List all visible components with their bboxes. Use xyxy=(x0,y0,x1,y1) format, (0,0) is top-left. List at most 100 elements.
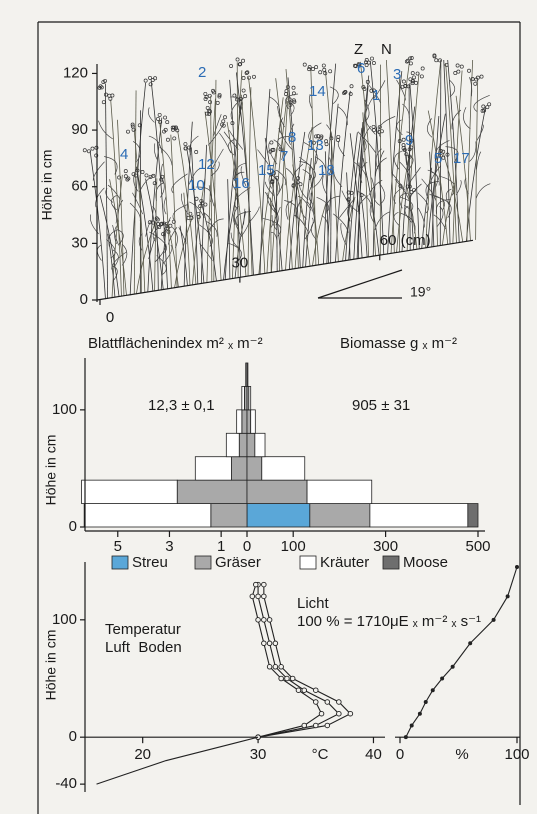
plant-flower xyxy=(195,197,198,200)
plant-flower xyxy=(412,76,415,79)
plant-stem xyxy=(228,179,230,279)
lai-bar xyxy=(231,457,247,480)
plant-flower xyxy=(102,101,105,104)
x-tick-label: 60 (cm) xyxy=(380,232,431,249)
species-number: 10 xyxy=(188,177,205,194)
plant-flower xyxy=(208,109,211,112)
lai-bar xyxy=(211,504,247,527)
plant-flower xyxy=(166,120,169,123)
y-axis-label: Höhe in cm xyxy=(39,150,55,221)
species-number: 5 xyxy=(434,150,442,167)
legend-label: Gräser xyxy=(215,554,261,571)
plant-flower xyxy=(315,65,318,68)
light-line-point xyxy=(506,594,510,598)
lai-total: 12,3 ± 0,1 xyxy=(148,397,215,414)
light-line-point xyxy=(440,677,444,681)
species-number: 14 xyxy=(309,83,326,100)
plant-stem xyxy=(331,140,332,263)
air-soil-label: Luft Boden xyxy=(105,639,182,656)
light-line-point xyxy=(424,700,428,704)
legend-swatch xyxy=(112,556,128,569)
plant-flower xyxy=(252,75,255,78)
legend-label: Streu xyxy=(132,554,168,571)
y-tick-label: 0 xyxy=(69,728,77,745)
y-tick-label: 120 xyxy=(63,64,88,81)
x-unit: °C xyxy=(312,746,329,763)
lai-x-tick-label: 3 xyxy=(165,538,173,555)
air-temperature-line-point xyxy=(262,594,267,599)
species-number: 3 xyxy=(393,66,401,83)
biomass-bar xyxy=(247,363,248,386)
plant-stem xyxy=(237,62,238,278)
plant-flower xyxy=(421,67,424,70)
air-temperature-line-point xyxy=(250,594,255,599)
plant-flower xyxy=(126,130,129,133)
x-tick-label: 300 xyxy=(373,538,398,555)
species-number: 2 xyxy=(198,64,206,81)
plant-leaf xyxy=(326,196,340,214)
plant-flower xyxy=(104,93,107,96)
species-number: 7 xyxy=(280,148,288,165)
air-temperature-line-point xyxy=(285,676,290,681)
plant-leaf xyxy=(338,107,347,125)
plant-stem xyxy=(211,96,212,282)
species-number: 8 xyxy=(288,129,296,146)
plant-stem xyxy=(427,114,445,248)
plant-stem xyxy=(276,78,293,269)
plant-leaf xyxy=(463,107,470,129)
plant-flower xyxy=(153,182,156,185)
plant-flower xyxy=(216,101,219,104)
plant-stem xyxy=(347,172,350,260)
plant-flower xyxy=(124,170,127,173)
plant-flower xyxy=(482,105,485,108)
plant-flower xyxy=(145,174,148,177)
plant-flower xyxy=(138,124,141,127)
plant-flower xyxy=(184,142,187,145)
air-temperature-line-point xyxy=(262,618,267,623)
air-temperature-line-point xyxy=(313,688,318,693)
lai-x-tick-label: 5 xyxy=(114,538,122,555)
plant-leaf xyxy=(164,197,166,215)
lai-bar xyxy=(82,480,178,503)
angle-leg xyxy=(318,270,402,298)
plant-flower xyxy=(187,146,190,149)
light-line-point xyxy=(418,712,422,716)
plant-flower xyxy=(244,95,247,98)
lai-x-tick-label: 1 xyxy=(217,538,225,555)
plant-flower xyxy=(307,68,310,71)
plant-flower xyxy=(111,94,114,97)
plant-flower xyxy=(166,138,169,141)
plant-flower xyxy=(124,175,127,178)
plant-leaf xyxy=(330,87,338,104)
species-number: 9 xyxy=(405,132,413,149)
plant-flower xyxy=(169,224,172,227)
angle-label: 19° xyxy=(410,284,431,300)
plant-flower xyxy=(457,70,460,73)
soil-temperature-line xyxy=(97,737,259,784)
lai-bar xyxy=(195,457,231,480)
plant-leaf xyxy=(148,107,154,122)
plant-flower xyxy=(467,69,470,72)
y-tick-label: 100 xyxy=(52,611,77,628)
plant-flower xyxy=(292,86,295,89)
biomass-bar xyxy=(370,504,468,527)
plant-flower xyxy=(223,116,226,119)
legend-swatch xyxy=(383,556,399,569)
air-temperature-line-point xyxy=(325,700,330,705)
biomass-bar xyxy=(247,480,307,503)
plant-flower xyxy=(144,79,147,82)
lai-title: Blattflächenindex m² ₓ m⁻² xyxy=(88,335,263,352)
y-tick-label: 30 xyxy=(71,234,88,251)
biomass-bar xyxy=(249,386,251,409)
air-temperature-line-point xyxy=(256,618,261,623)
y-tick-label: -40 xyxy=(55,775,77,792)
biomass-bar xyxy=(255,433,265,456)
biomass-bar xyxy=(468,504,478,527)
plant-flower xyxy=(402,80,405,83)
x-tick-label: 0 xyxy=(106,309,114,326)
legend-swatch xyxy=(300,556,316,569)
air-temperature-line-point xyxy=(256,594,261,599)
biomass-bar xyxy=(307,480,372,503)
air-temperature-line-point xyxy=(262,641,267,646)
x-tick-label: 500 xyxy=(465,538,490,555)
